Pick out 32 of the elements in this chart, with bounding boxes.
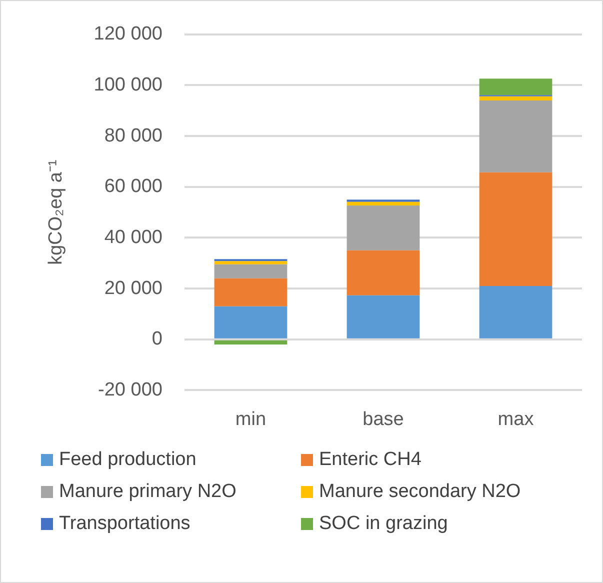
- legend-label: Manure primary N2O: [59, 481, 236, 503]
- bar: [214, 306, 288, 338]
- legend-label: Enteric CH4: [319, 449, 422, 471]
- y-tick-label: 0: [152, 328, 162, 350]
- y-tick-label: 40 000: [104, 226, 162, 248]
- x-tick-label: base: [362, 408, 404, 430]
- y-tick-label: -20 000: [98, 379, 162, 400]
- bar: [346, 250, 420, 296]
- bar: [214, 340, 288, 344]
- y-tick-label: 100 000: [94, 74, 162, 96]
- bar: [479, 172, 552, 286]
- bar: [346, 205, 420, 250]
- y-tick-label: 20 000: [104, 278, 162, 299]
- bar: [214, 261, 288, 264]
- bar: [346, 202, 420, 206]
- bar: [479, 286, 552, 338]
- legend-label: SOC in grazing: [319, 513, 448, 535]
- bar: [346, 295, 420, 338]
- x-tick-label: min: [235, 408, 266, 430]
- y-tick-label: 60 000: [104, 176, 162, 198]
- y-axis-title: kgCO₂eq a⁻¹: [46, 160, 67, 265]
- legend-label: Feed production: [59, 449, 196, 471]
- bar: [214, 264, 288, 278]
- bar: [214, 278, 288, 306]
- bar: [479, 78, 552, 96]
- x-tick-label: max: [498, 408, 534, 430]
- y-tick-label: 120 000: [94, 24, 162, 45]
- legend-label: Manure secondary N2O: [319, 481, 521, 503]
- y-tick-label: 80 000: [104, 125, 162, 146]
- bar: [479, 96, 552, 100]
- bar: [479, 100, 552, 172]
- legend-label: Transportations: [59, 513, 190, 535]
